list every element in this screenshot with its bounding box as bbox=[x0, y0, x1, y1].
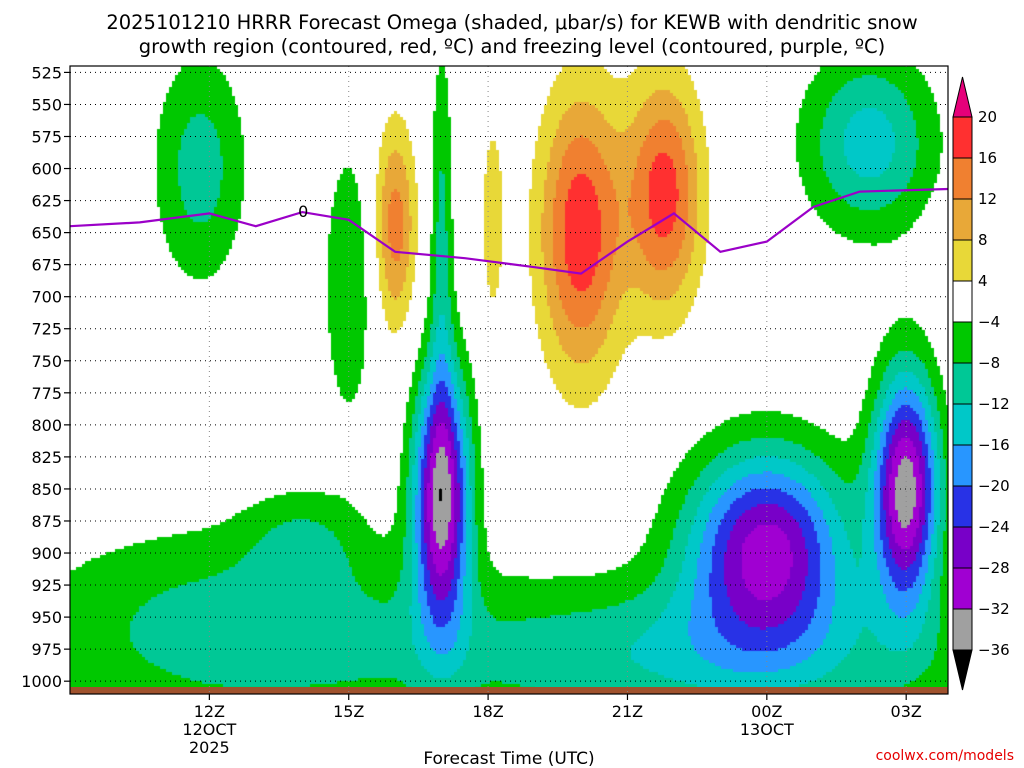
chart-title-line-2: growth region (contoured, red, ºC) and f… bbox=[139, 35, 886, 58]
y-tick-label-750: 750 bbox=[31, 352, 62, 371]
freezing-level-line bbox=[70, 187, 948, 275]
colorbar-label-3: 8 bbox=[978, 231, 988, 249]
freezing-level-label: 0 bbox=[298, 202, 308, 221]
colorbar-swatch-5 bbox=[952, 321, 973, 364]
colorbar-swatch-6 bbox=[952, 362, 973, 405]
colorbar-swatch-11 bbox=[952, 567, 973, 610]
x-tick-label-24-1: 13OCT bbox=[740, 720, 794, 739]
colorbar-label-7: −12 bbox=[978, 395, 1010, 413]
colorbar-swatch-2 bbox=[952, 198, 973, 241]
colorbar-swatch-3 bbox=[952, 239, 973, 282]
y-tick-label-575: 575 bbox=[31, 127, 62, 146]
y-tick-label-550: 550 bbox=[31, 95, 62, 114]
ground-surface bbox=[70, 687, 948, 694]
x-tick-label-27-0: 03Z bbox=[891, 702, 922, 721]
y-tick-label-925: 925 bbox=[31, 576, 62, 595]
x-tick-label-15-0: 15Z bbox=[333, 702, 364, 721]
omega-shaded-field bbox=[70, 66, 948, 694]
colorbar: 20 16 12 8 4 −4 −8 −12 −16 −20 −24 −28 −32 −36 bbox=[952, 76, 1010, 691]
colorbar-label-12: −32 bbox=[978, 600, 1010, 618]
credit-text: coolwx.com/models bbox=[876, 748, 1014, 764]
colorbar-label-11: −28 bbox=[978, 559, 1010, 577]
x-tick-label-12-0: 12Z bbox=[194, 702, 225, 721]
x-tick-label-24-0: 00Z bbox=[751, 702, 782, 721]
x-tick-label-12-1: 12OCT bbox=[182, 720, 236, 739]
colorbar-label-4: 4 bbox=[978, 272, 988, 290]
y-tick-label-1000: 1000 bbox=[21, 672, 62, 691]
colorbar-swatch-8 bbox=[952, 444, 973, 487]
colorbar-label-8: −16 bbox=[978, 436, 1010, 454]
y-tick-label-700: 700 bbox=[31, 288, 62, 307]
colorbar-swatch-1 bbox=[952, 157, 973, 200]
colorbar-swatch-9 bbox=[952, 485, 973, 528]
colorbar-label-10: −24 bbox=[978, 518, 1010, 536]
y-tick-label-900: 900 bbox=[31, 544, 62, 563]
plot-frame bbox=[69, 65, 949, 695]
chart-title-line-1: 2025101210 HRRR Forecast Omega (shaded, … bbox=[106, 11, 917, 34]
colorbar-under-arrow bbox=[952, 649, 973, 691]
y-axis: 525 550 575 600 625 650 675 700 725 750 775 800 825 8… bbox=[21, 63, 70, 691]
y-tick-label-600: 600 bbox=[31, 160, 62, 179]
y-tick-label-975: 975 bbox=[31, 640, 62, 659]
y-tick-label-675: 675 bbox=[31, 256, 62, 275]
colorbar-swatch-4 bbox=[952, 280, 973, 323]
y-tick-label-725: 725 bbox=[31, 320, 62, 339]
colorbar-swatch-7 bbox=[952, 403, 973, 446]
y-tick-label-775: 775 bbox=[31, 384, 62, 403]
colorbar-label-1: 16 bbox=[978, 149, 997, 167]
colorbar-swatch-0 bbox=[952, 116, 973, 159]
colorbar-label-13: −36 bbox=[978, 641, 1010, 659]
y-tick-label-825: 825 bbox=[31, 448, 62, 467]
y-tick-label-875: 875 bbox=[31, 512, 62, 531]
colorbar-over-arrow bbox=[952, 76, 973, 118]
colorbar-label-6: −8 bbox=[978, 354, 1000, 372]
colorbar-label-2: 12 bbox=[978, 190, 997, 208]
colorbar-swatch-12 bbox=[952, 608, 973, 651]
y-tick-label-650: 650 bbox=[31, 224, 62, 243]
y-tick-label-850: 850 bbox=[31, 480, 62, 499]
x-tick-label-18-0: 18Z bbox=[472, 702, 503, 721]
x-tick-label-12-2: 2025 bbox=[189, 738, 230, 757]
colorbar-label-9: −20 bbox=[978, 477, 1010, 495]
y-tick-label-525: 525 bbox=[31, 63, 62, 82]
x-axis-label: Forecast Time (UTC) bbox=[423, 749, 594, 768]
plot-area: 0 bbox=[70, 66, 948, 694]
y-tick-label-950: 950 bbox=[31, 608, 62, 627]
colorbar-swatch-10 bbox=[952, 526, 973, 569]
y-tick-label-800: 800 bbox=[31, 416, 62, 435]
colorbar-label-5: −4 bbox=[978, 313, 1000, 331]
colorbar-label-0: 20 bbox=[978, 108, 997, 126]
y-tick-label-625: 625 bbox=[31, 192, 62, 211]
x-tick-label-21-0: 21Z bbox=[612, 702, 643, 721]
